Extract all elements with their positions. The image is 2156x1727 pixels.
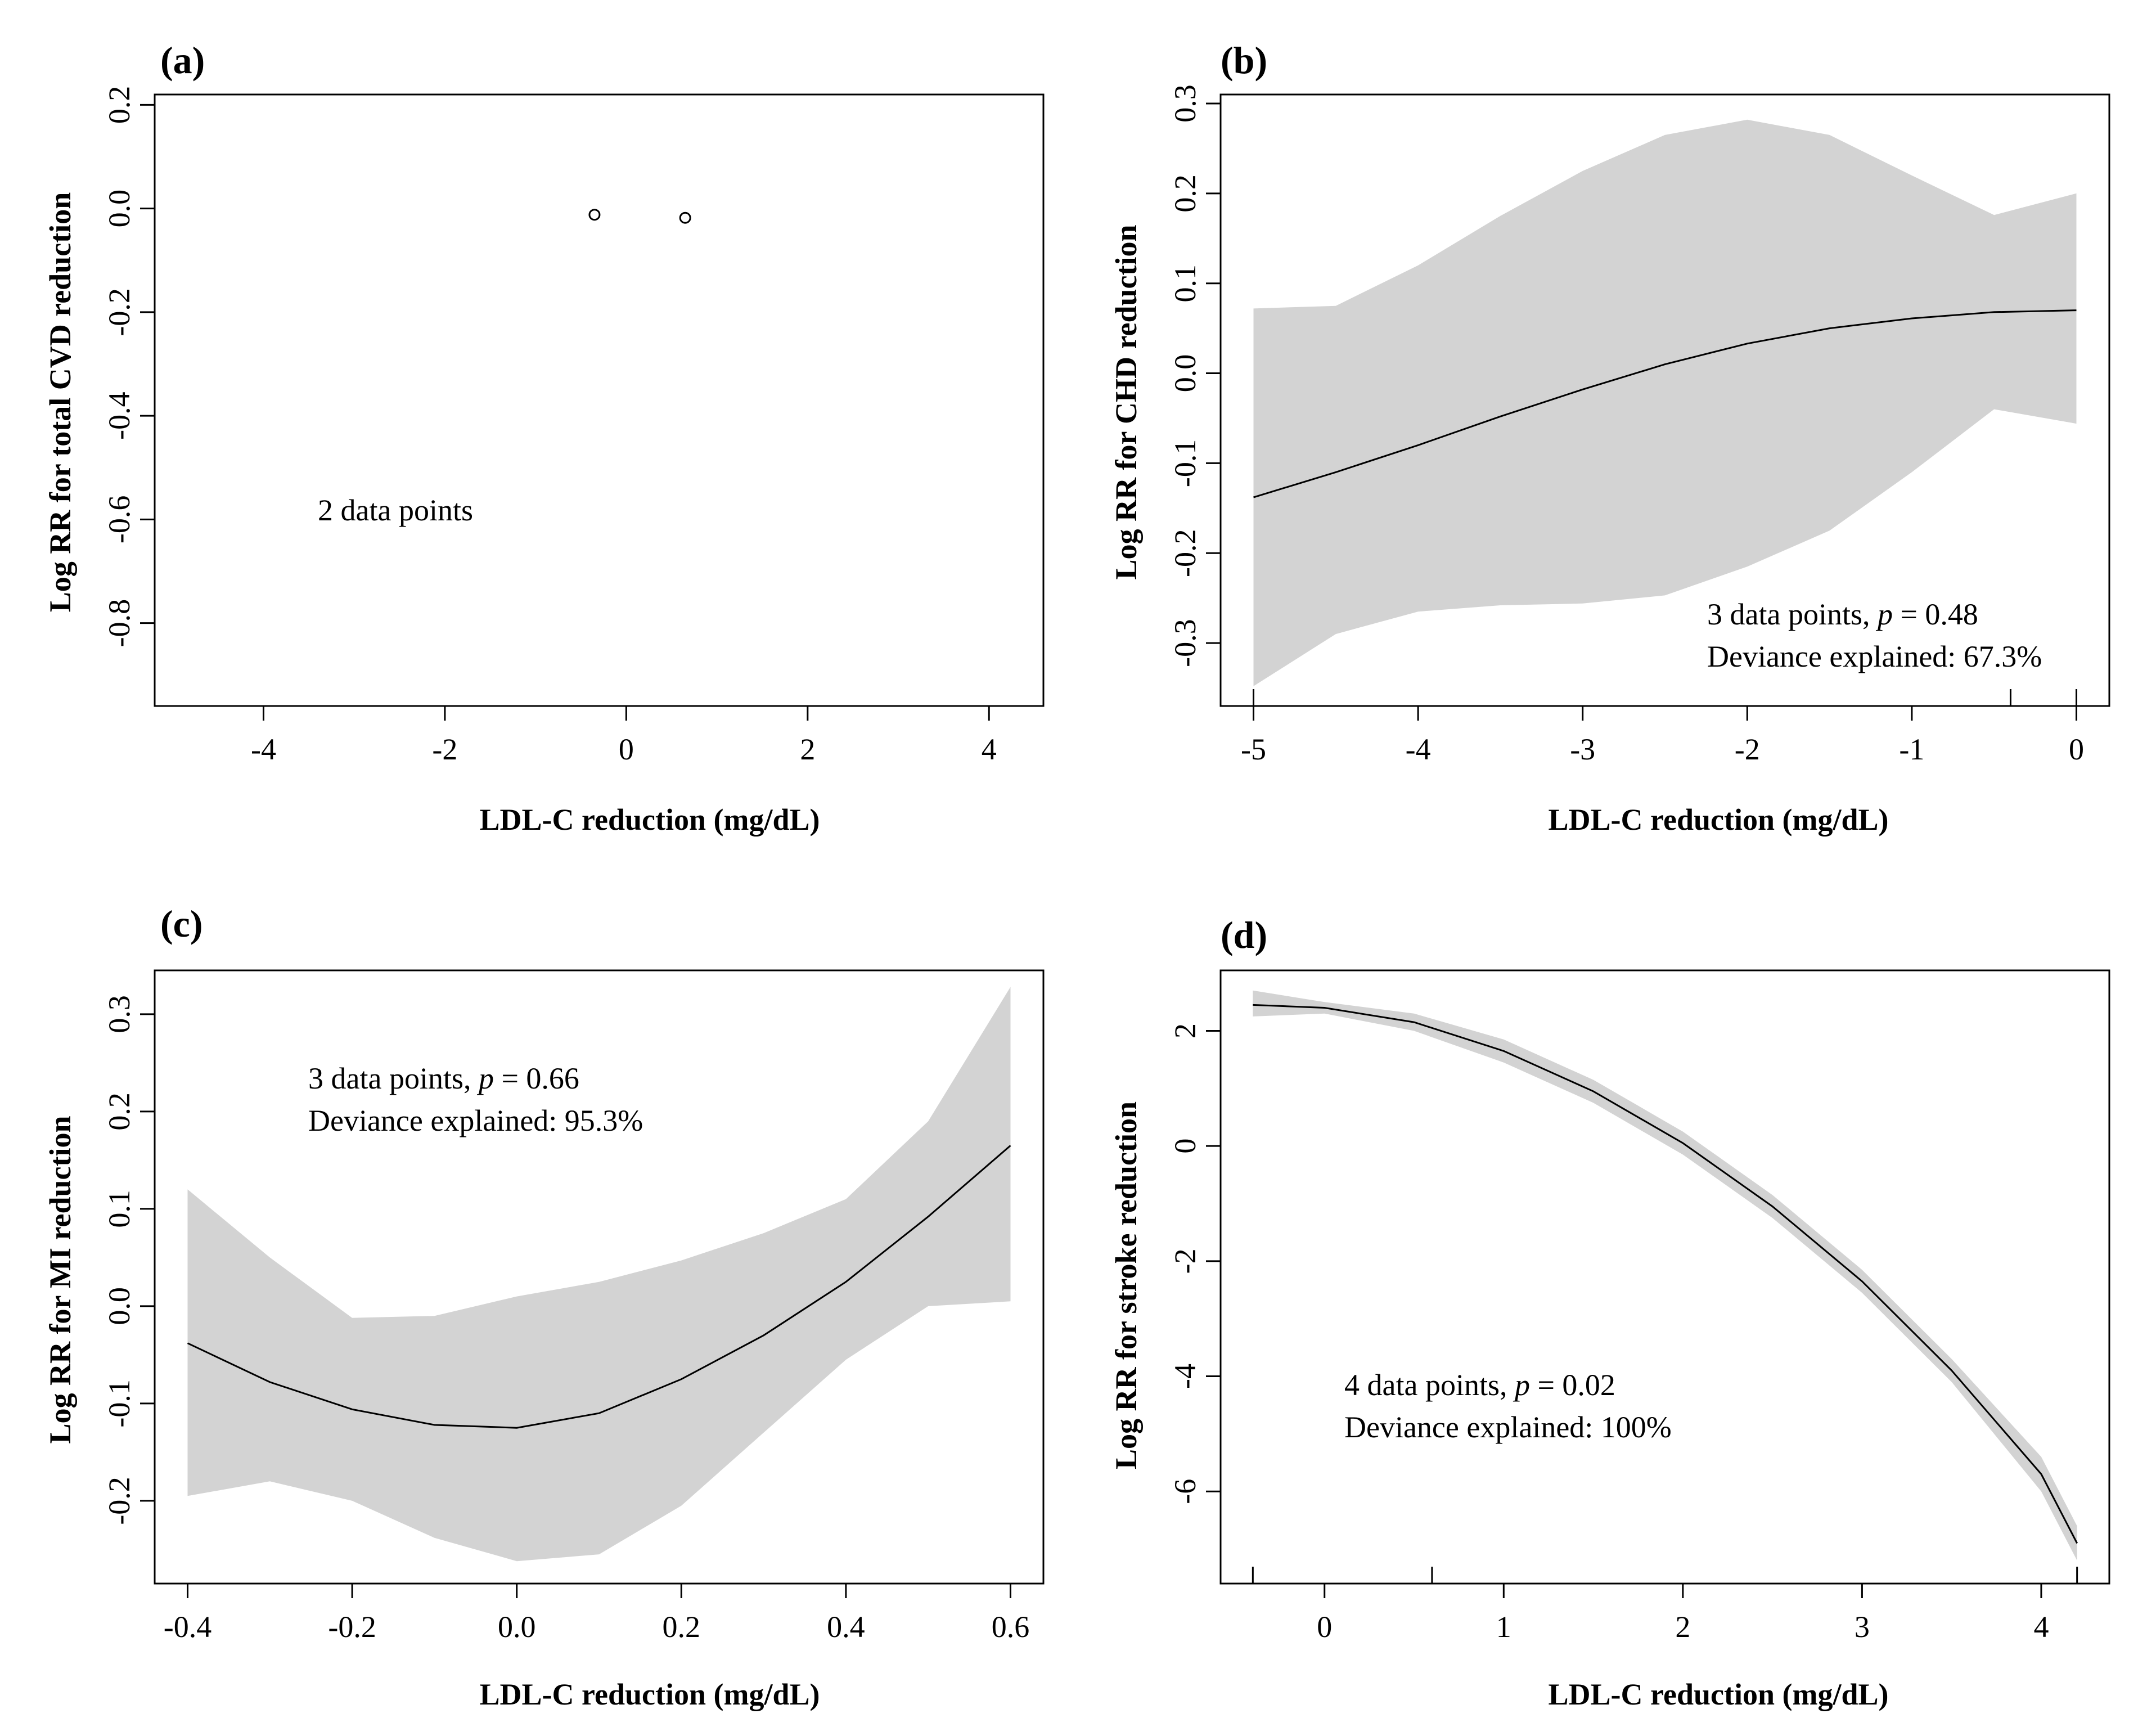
panel-b-y-tick-label: 0.0 <box>1168 354 1202 393</box>
panel-b-x-tick-label: -3 <box>1570 732 1595 766</box>
panel-d-annotation-pvalue: = 0.02 <box>1530 1368 1615 1402</box>
panel-a-y-axis-title: Log RR for total CVD reduction <box>43 192 77 612</box>
panel-c-y-tick-label: -0.1 <box>102 1379 136 1427</box>
panel-a: (a) -4 -2 0 2 4 0.2 0.0 -0.2 -0.4 -0.6 -0.8 2 data… <box>43 39 1045 836</box>
panel-d-plot-layer: 0 1 2 3 4 2 0 -2 -4 -6 <box>1168 969 2110 1644</box>
panel-b-y-tick-label: -0.3 <box>1168 619 1202 667</box>
panel-c-y-axis-title: Log RR for MI reduction <box>43 1116 77 1444</box>
panel-c-fitted-line <box>187 1145 1011 1429</box>
panel-b-y-tick-label: 0.2 <box>1168 174 1202 213</box>
panel-c-annotation-prefix: 3 data points, <box>308 1062 479 1095</box>
panel-b-plot-frame <box>1219 93 2110 707</box>
panel-d-annotation-line2: Deviance explained: 100% <box>1344 1410 1672 1444</box>
panel-c-annotation-line2: Deviance explained: 95.3% <box>308 1104 643 1137</box>
panel-d-annotation-prefix: 4 data points, <box>1344 1368 1515 1402</box>
panel-b-x-tick-label: -2 <box>1735 732 1760 766</box>
panel-a-annotation: 2 data points <box>318 493 473 527</box>
panel-d-x-axis-title: LDL-C reduction (mg/dL) <box>1548 1677 1888 1711</box>
panel-d-annotation-line1: 4 data points, p = 0.02 <box>1344 1368 1615 1402</box>
panel-a-x-tick-label: 0 <box>619 732 634 766</box>
panel-a-y-tick-label: 0.0 <box>102 190 136 228</box>
panel-c-y-tick-label: 0.1 <box>102 1190 136 1228</box>
panel-d-annotation-p: p <box>1513 1368 1530 1402</box>
panel-c-x-tick-label: -0.4 <box>164 1610 211 1644</box>
panel-b-y-tick-label: 0.3 <box>1168 84 1202 123</box>
panel-a-y-tick-label: -0.4 <box>102 392 136 439</box>
panel-c-plot-layer: -0.4 -0.2 0.0 0.2 0.4 0.6 0.3 0.2 0.1 0.0 -0.1 -0.2 <box>102 969 1045 1644</box>
panel-c-x-tick-label: 0.0 <box>498 1610 536 1644</box>
panel-b-confidence-band <box>1253 119 2077 686</box>
panel-a-x-tick-label: -2 <box>432 732 457 766</box>
panel-a-y-tick-label: -0.6 <box>102 496 136 543</box>
panel-a-y-tick-label: -0.8 <box>102 599 136 647</box>
panel-b-annotation-line2: Deviance explained: 67.3% <box>1707 640 2042 673</box>
panel-b-x-tick-label: -1 <box>1899 732 1924 766</box>
panel-c-annotation-p: p <box>476 1062 494 1095</box>
panel-b-y-tick-label: -0.1 <box>1168 439 1202 487</box>
panel-a-y-tick-label: -0.2 <box>102 288 136 336</box>
panel-a-plot-layer: -4 -2 0 2 4 0.2 0.0 -0.2 -0.4 -0.6 -0.8 <box>102 86 1045 766</box>
panel-b-x-tick-label: 0 <box>2069 732 2084 766</box>
panel-c-y-tick-label: 0.0 <box>102 1287 136 1325</box>
panel-c-y-tick-label: 0.3 <box>102 995 136 1033</box>
panel-a-data-point-1 <box>588 209 601 221</box>
panel-b-x-tick-label: -5 <box>1241 732 1266 766</box>
panel-a-x-tick-label: 2 <box>800 732 815 766</box>
panel-d-plot-frame <box>1219 969 2110 1585</box>
panel-c-y-tick-label: -0.2 <box>102 1477 136 1524</box>
panel-d-y-tick-label: 2 <box>1168 1023 1202 1038</box>
panel-d-x-tick-label: 0 <box>1317 1610 1332 1644</box>
panel-c-x-tick-label: -0.2 <box>328 1610 376 1644</box>
panel-d-y-tick-label: 0 <box>1168 1139 1202 1154</box>
panel-a-data-point-2 <box>679 212 691 224</box>
panel-a-x-tick-label: -4 <box>251 732 276 766</box>
panel-b-x-axis-title: LDL-C reduction (mg/dL) <box>1548 803 1888 836</box>
panel-a-y-tick-label: 0.2 <box>102 86 136 124</box>
panel-b-y-tick-label: -0.2 <box>1168 529 1202 577</box>
panel-b-annotation-pvalue: = 0.48 <box>1893 597 1978 631</box>
panel-c-label: (c) <box>160 902 202 945</box>
panel-d-x-tick-label: 1 <box>1496 1610 1511 1644</box>
panel-a-label: (a) <box>160 39 205 82</box>
panel-a-x-axis-title: LDL-C reduction (mg/dL) <box>479 803 820 836</box>
panel-c-x-tick-label: 0.6 <box>992 1610 1030 1644</box>
panel-c-x-tick-label: 0.4 <box>827 1610 865 1644</box>
panel-b-annotation-line1: 3 data points, p = 0.48 <box>1707 597 1978 631</box>
panel-c-annotation-line1: 3 data points, p = 0.66 <box>308 1062 579 1095</box>
panel-d-x-tick-label: 2 <box>1675 1610 1690 1644</box>
panel-a-plot-frame <box>154 93 1045 707</box>
panel-c: (c) -0.4 -0.2 0.0 0.2 0.4 0.6 0.3 0.2 0.1 0.0 -0.1… <box>43 902 1045 1711</box>
panel-d-fitted-line <box>1253 1004 2078 1544</box>
panel-b-label: (b) <box>1221 39 1267 82</box>
panel-b-annotation-p: p <box>1875 597 1893 631</box>
panel-c-x-tick-label: 0.2 <box>663 1610 701 1644</box>
panel-b-x-tick-label: -4 <box>1406 732 1431 766</box>
panel-d: (d) 0 1 2 3 4 2 0 -2 -4 -6 4 data points, p = 0.0… <box>1109 914 2110 1711</box>
panel-d-y-axis-title: Log RR for stroke reduction <box>1109 1101 1143 1469</box>
panel-a-x-tick-label: 4 <box>982 732 997 766</box>
panel-b-plot-layer: -5 -4 -3 -2 -1 0 0.3 0.2 0.1 0.0 -0.1 -0.2 -0.3 <box>1168 84 2110 766</box>
panel-d-x-tick-label: 4 <box>2033 1610 2049 1644</box>
panel-d-y-tick-label: -2 <box>1168 1248 1202 1274</box>
panel-b: (b) -5 -4 -3 -2 -1 00.30.20.10.0-0.1-0.2-0.3 … <box>1109 39 2110 836</box>
panel-c-x-axis-title: LDL-C reduction (mg/dL) <box>479 1677 820 1711</box>
panel-c-y-tick-label: 0.2 <box>102 1092 136 1131</box>
panel-b-y-tick-label: 0.1 <box>1168 264 1202 303</box>
panel-d-y-tick-label: -6 <box>1168 1479 1202 1504</box>
panel-c-plot-frame <box>154 969 1045 1585</box>
panel-b-y-axis-title: Log RR for CHD reduction <box>1109 225 1143 580</box>
panel-d-label: (d) <box>1221 914 1267 956</box>
panel-d-x-tick-label: 3 <box>1855 1610 1870 1644</box>
panel-b-fitted-line <box>1253 309 2077 498</box>
panel-c-annotation-pvalue: = 0.66 <box>494 1062 579 1095</box>
panel-b-annotation-prefix: 3 data points, <box>1707 597 1878 631</box>
panel-d-y-tick-label: -4 <box>1168 1364 1202 1389</box>
